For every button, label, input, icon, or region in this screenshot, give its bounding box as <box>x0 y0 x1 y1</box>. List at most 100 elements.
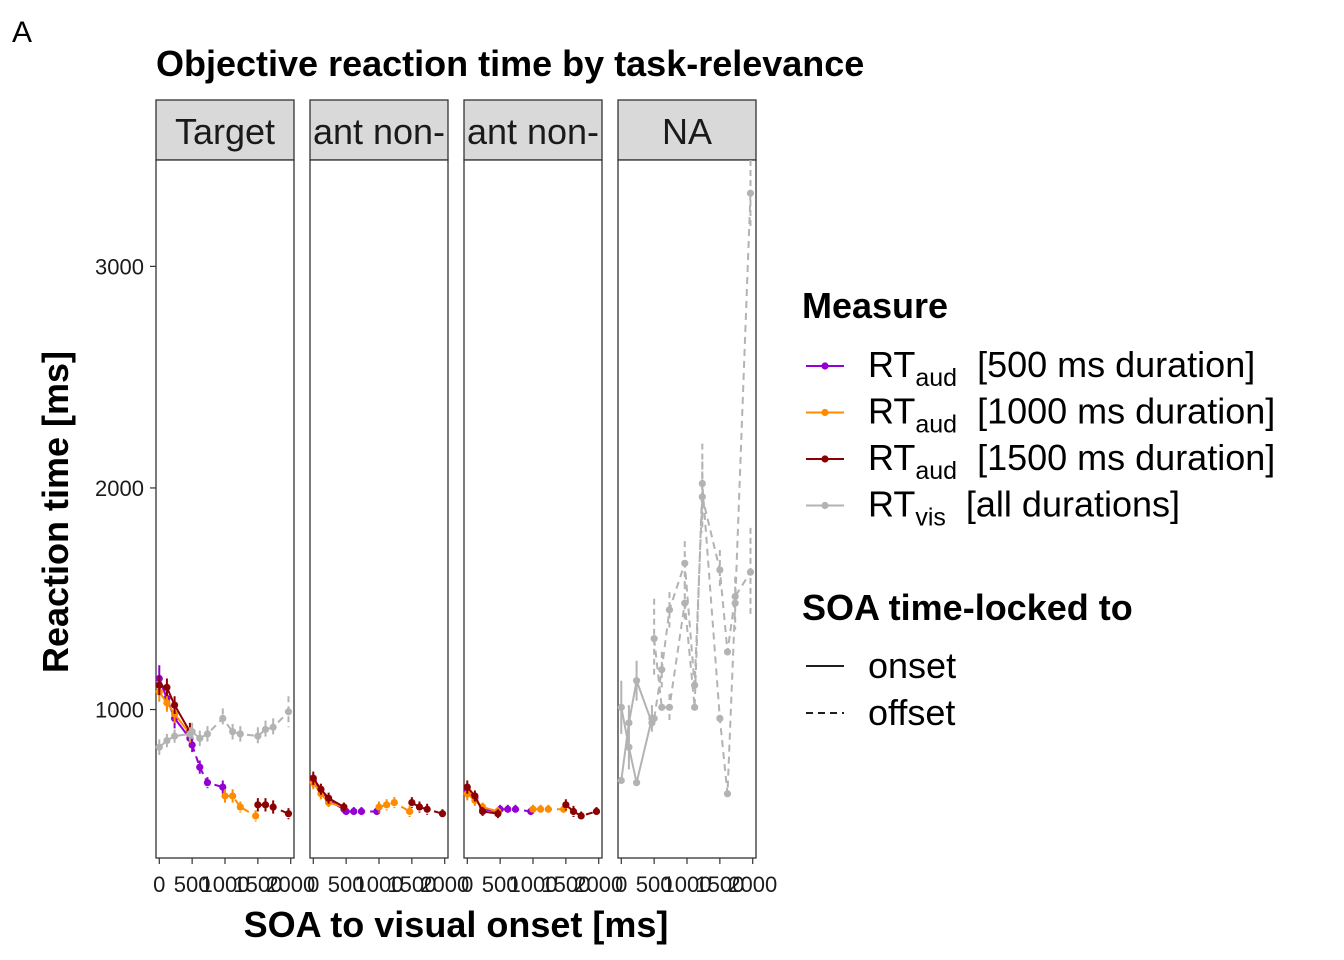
series-line <box>158 691 191 735</box>
data-series <box>617 660 656 785</box>
x-tick-label: 0 <box>461 872 473 897</box>
data-point <box>511 805 520 813</box>
data-point <box>504 805 512 813</box>
series-line <box>312 782 345 808</box>
legend-measure-label: RTaud [500 ms duration] <box>868 344 1255 392</box>
x-tick-label: 500 <box>174 872 211 897</box>
data-point <box>681 559 689 567</box>
data-point <box>269 803 277 811</box>
data-point <box>229 792 237 800</box>
data-point <box>236 730 244 738</box>
data-point <box>284 810 293 818</box>
x-tick-label: 2000 <box>420 872 469 897</box>
data-point <box>406 807 414 816</box>
data-point <box>478 807 487 816</box>
facet-strip <box>617 99 757 161</box>
data-point <box>375 803 383 811</box>
legend-key-point <box>821 408 829 417</box>
data-point <box>537 805 545 813</box>
data-point <box>390 799 398 807</box>
x-tick-label: 500 <box>482 872 519 897</box>
data-point <box>658 703 666 711</box>
series-line <box>653 496 752 719</box>
y-tick-label: 2000 <box>95 476 144 501</box>
data-point <box>494 810 502 818</box>
panel-letter: A <box>12 16 33 49</box>
data-point <box>188 741 196 749</box>
data-point <box>716 566 724 574</box>
data-point <box>632 779 641 787</box>
chart-title: Objective reaction time by task-relevanc… <box>156 43 864 84</box>
legend-lock-label: offset <box>868 692 955 733</box>
legend-key-point <box>821 362 829 370</box>
x-tick-label: 1000 <box>201 872 250 897</box>
data-point <box>163 699 171 707</box>
data-point <box>221 792 229 800</box>
data-point <box>196 763 204 771</box>
facet-strip-label: ant non- <box>467 111 599 152</box>
data-point <box>665 703 674 711</box>
data-point <box>236 803 244 811</box>
data-point <box>254 801 262 809</box>
data-point <box>529 805 537 813</box>
data-point <box>317 785 325 793</box>
x-axis-label: SOA to visual onset [ms] <box>244 904 669 945</box>
data-point <box>408 799 416 807</box>
data-point <box>698 493 706 501</box>
x-tick-label: 0 <box>307 872 319 897</box>
data-point <box>196 734 204 742</box>
series-line <box>500 808 531 813</box>
legend-measure-label: RTvis [all durations] <box>868 484 1180 532</box>
data-point <box>163 736 171 745</box>
y-tick-label: 1000 <box>95 698 144 723</box>
series-line <box>620 707 653 783</box>
facet-strip <box>309 99 449 161</box>
data-point <box>592 807 601 816</box>
facet-plot-area <box>155 159 295 859</box>
data-point <box>665 606 674 614</box>
data-series <box>375 797 414 818</box>
series-line <box>411 801 443 815</box>
data-series <box>562 799 601 821</box>
facet-plot-area <box>617 159 757 859</box>
data-point <box>650 635 658 643</box>
data-point <box>415 803 424 811</box>
facet-strip-label: ant non- <box>313 111 445 152</box>
legend-measure-label: RTaud [1500 ms duration] <box>868 437 1275 485</box>
series-line <box>159 684 191 733</box>
facet-plot-area <box>463 159 603 859</box>
x-tick-label: 1000 <box>663 872 712 897</box>
data-point <box>746 189 755 197</box>
x-tick-label: 0 <box>615 872 627 897</box>
data-point <box>544 805 552 813</box>
data-point <box>309 774 317 782</box>
data-point <box>438 810 447 818</box>
data-point <box>632 677 641 685</box>
x-tick-label: 1500 <box>387 872 436 897</box>
data-point <box>658 666 666 674</box>
y-tick-label: 3000 <box>95 254 144 279</box>
data-point <box>269 723 277 731</box>
x-tick-label: 1500 <box>695 872 744 897</box>
series-line <box>378 801 411 813</box>
data-series <box>408 797 447 819</box>
legend: Measure RTaud [500 ms duration]RTaud [100… <box>802 285 1275 733</box>
data-series <box>188 736 227 794</box>
x-tick-label: 2000 <box>266 872 315 897</box>
data-point <box>463 783 471 791</box>
series-line <box>191 711 290 740</box>
series-line <box>466 786 499 815</box>
x-tick-label: 500 <box>636 872 673 897</box>
data-point <box>681 599 689 607</box>
data-point <box>562 801 570 809</box>
data-point <box>471 792 479 800</box>
series-line <box>565 804 597 817</box>
data-point <box>691 681 699 689</box>
series-line <box>620 676 653 781</box>
data-point <box>229 728 237 736</box>
